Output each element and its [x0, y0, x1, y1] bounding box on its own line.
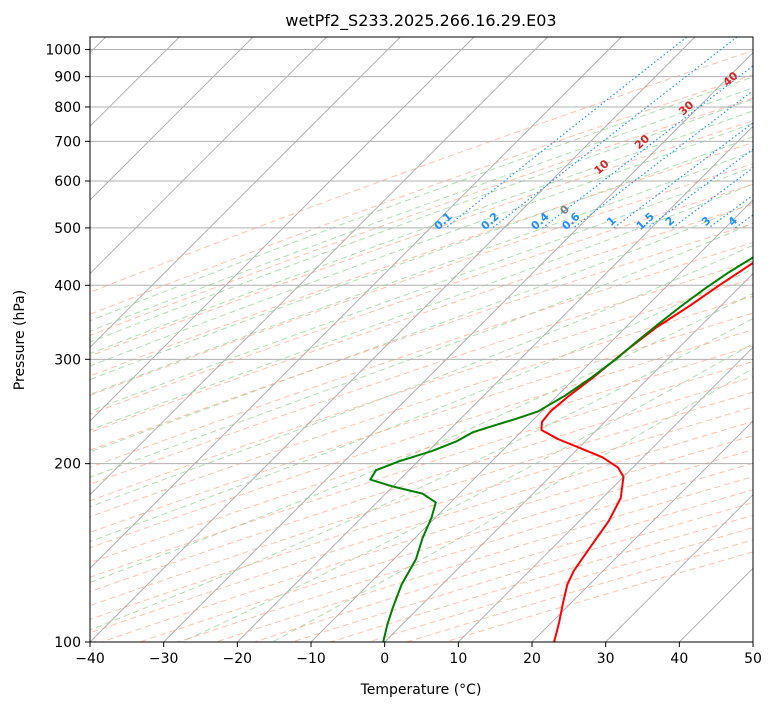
- y-tick-label: 400: [54, 278, 81, 294]
- dry-adiabat-line: [139, 449, 753, 642]
- moist-adiabat-line: [90, 317, 753, 631]
- dry-adiabat-line: [101, 435, 753, 642]
- moist-adiabat-line: [90, 202, 753, 453]
- x-tick-label: 40: [670, 651, 688, 667]
- mixing-ratio-line: [572, 89, 753, 229]
- dry-adiabat-line: [90, 142, 753, 377]
- mixing-ratio-line: [672, 167, 753, 229]
- isotherm-line: [90, 37, 475, 422]
- isotherm-line: [90, 37, 549, 496]
- dry-adiabat-line: [177, 462, 753, 642]
- moist-adiabat-line: [90, 150, 753, 396]
- isotherm-line: [384, 272, 753, 642]
- x-tick-label: 30: [597, 651, 615, 667]
- y-tick-label: 700: [54, 134, 81, 150]
- y-tick-label: 900: [54, 70, 81, 86]
- temperature-trace: [540, 261, 753, 642]
- x-tick-label: 10: [449, 651, 467, 667]
- plot-area: 0.10.20.40.611.52346810131620253036-100-…: [90, 37, 753, 642]
- x-tick-label: −20: [223, 651, 253, 667]
- y-tick-label: 1000: [45, 43, 81, 59]
- y-tick-label: 100: [54, 635, 81, 651]
- y-tick-label: 800: [54, 100, 81, 116]
- mixing-ratio-lines: [445, 37, 753, 229]
- moist-adiabat-line: [90, 87, 753, 332]
- mixing-ratio-line: [492, 37, 738, 229]
- x-tick-label: 20: [523, 651, 541, 667]
- dry-adiabat-line: [90, 329, 753, 549]
- isotherm-line: [90, 37, 328, 275]
- x-tick-label: −10: [296, 651, 326, 667]
- x-tick-label: −40: [75, 651, 105, 667]
- isotherm-line: [310, 199, 753, 642]
- y-tick-label: 200: [54, 457, 81, 473]
- isotherm-line: [90, 37, 254, 201]
- moist-adiabat-line: [90, 222, 753, 478]
- isotherms: [90, 37, 753, 642]
- moist-adiabat-line: [90, 183, 753, 431]
- x-tick-label: −30: [149, 651, 179, 667]
- y-tick-label: 500: [54, 221, 81, 237]
- mixing-ratio-line: [542, 65, 753, 229]
- dry-adiabat-line: [215, 476, 753, 642]
- isotherm-line: [531, 420, 753, 642]
- dry-adiabat-line: [90, 120, 753, 357]
- isotherm-line: [605, 493, 753, 642]
- sounding-traces: [369, 256, 753, 642]
- y-axis-label: Pressure (hPa): [12, 290, 28, 390]
- isotherm-line: [457, 346, 753, 642]
- dry-adiabat-line: [292, 502, 753, 642]
- isotherm-line: [90, 37, 622, 570]
- moist-adiabat-line: [90, 98, 753, 343]
- chart-title: wetPf2_S233.2025.266.16.29.E03: [285, 11, 556, 31]
- dry-adiabat-line: [90, 183, 753, 415]
- dry-adiabat-line: [90, 163, 753, 396]
- x-axis-ticks: −40 −30 −20 −10 0 10 20 30 40 50: [75, 642, 762, 667]
- dewpoint-trace: [369, 256, 753, 642]
- isotherm-line: [236, 125, 753, 642]
- moist-adiabats: [90, 76, 753, 642]
- dry-adiabat-line: [254, 489, 753, 642]
- dry-adiabats: [90, 50, 753, 642]
- dry-adiabat-line: [90, 97, 753, 337]
- isotherm-line: [90, 37, 401, 349]
- x-tick-label: 50: [744, 651, 762, 667]
- moist-adiabat-line: [90, 292, 753, 583]
- pressure-gridlines: [90, 49, 753, 642]
- x-tick-label: 0: [380, 651, 389, 667]
- dry-adiabat-line: [90, 361, 753, 578]
- isotherm-line: [90, 37, 696, 642]
- isotherm-line: [163, 51, 753, 642]
- dry-adiabat-line: [90, 345, 753, 564]
- moist-adiabat-line: [90, 268, 753, 543]
- y-axis-ticks: 1000 900 800 700 600 500 400 300 200 100: [45, 43, 90, 651]
- y-tick-label: 600: [54, 174, 81, 190]
- plot-frame: [89, 36, 754, 643]
- moist-adiabat-line: [90, 110, 753, 355]
- dry-adiabat-line: [90, 50, 753, 293]
- y-tick-label: 300: [54, 352, 81, 368]
- x-axis-label: Temperature (°C): [360, 682, 482, 698]
